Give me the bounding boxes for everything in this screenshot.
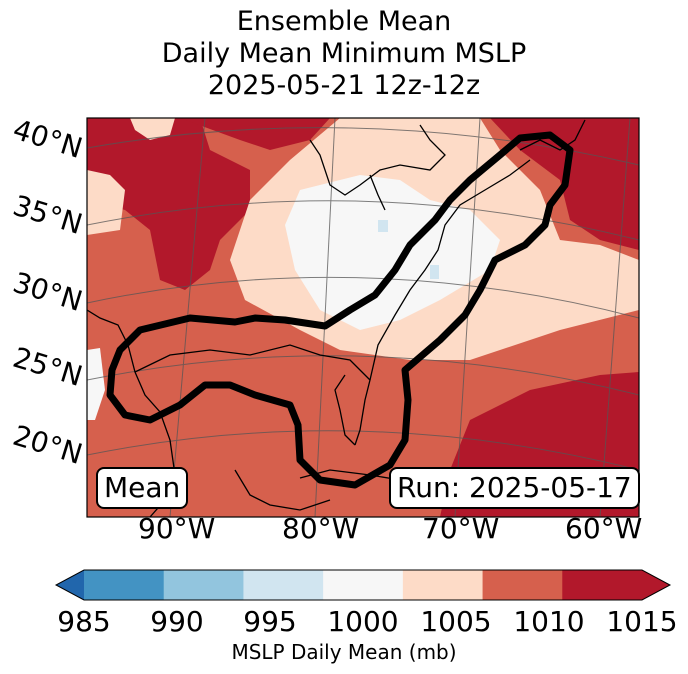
colorbar-tick-label: 1010 (513, 605, 585, 638)
colorbar-segment (323, 570, 404, 600)
colorbar-tick-label: 985 (57, 605, 111, 638)
title-line-3: 2025-05-21 12z-12z (207, 70, 481, 101)
colorbar-segments (84, 570, 643, 600)
low-pressure-patch-2 (430, 265, 439, 279)
high-pressure-west (87, 118, 250, 290)
colorbar-tick-label: 1005 (420, 605, 492, 638)
colorbar-under-arrow (56, 570, 84, 600)
pressure-field (87, 118, 639, 517)
title-line-1: Ensemble Mean (236, 6, 452, 37)
colorbar-over-arrow (642, 570, 670, 600)
mean-box: Mean (96, 467, 189, 509)
coastlines (87, 119, 586, 517)
colorbar-segment (243, 570, 324, 600)
neutral-pressure-region (285, 175, 500, 330)
run-date-box: Run: 2025-05-17 (389, 467, 640, 509)
mid-pressure-northwest (130, 118, 175, 140)
high-pressure-north (180, 118, 330, 150)
map-frame (86, 117, 640, 518)
colorbar-tick-label: 995 (243, 605, 297, 638)
colorbar-segment (402, 570, 484, 600)
colorbar-label: MSLP Daily Mean (mb) (231, 640, 457, 664)
low-pressure-patch-1 (378, 220, 388, 232)
mid-pressure-west (87, 170, 125, 235)
colorbar-tick-label: 990 (150, 605, 204, 638)
colorbar-segment (163, 570, 244, 600)
contour-1005 (106, 131, 574, 489)
lon-label-60w: 60°W (565, 512, 643, 545)
title-line-2: Daily Mean Minimum MSLP (161, 38, 527, 69)
neutral-pressure-small (87, 348, 105, 420)
colorbar-segment (84, 570, 165, 600)
colorbar-tick-label: 1015 (606, 605, 678, 638)
colorbar-tick-label: 1000 (327, 605, 399, 638)
colorbar-segment (562, 570, 643, 600)
lon-label-90w: 90°W (138, 512, 216, 545)
lon-label-80w: 80°W (282, 512, 360, 545)
colorbar (54, 569, 672, 601)
colorbar-segment (482, 570, 563, 600)
colorbar-outline (54, 569, 672, 601)
lon-label-70w: 70°W (422, 512, 500, 545)
